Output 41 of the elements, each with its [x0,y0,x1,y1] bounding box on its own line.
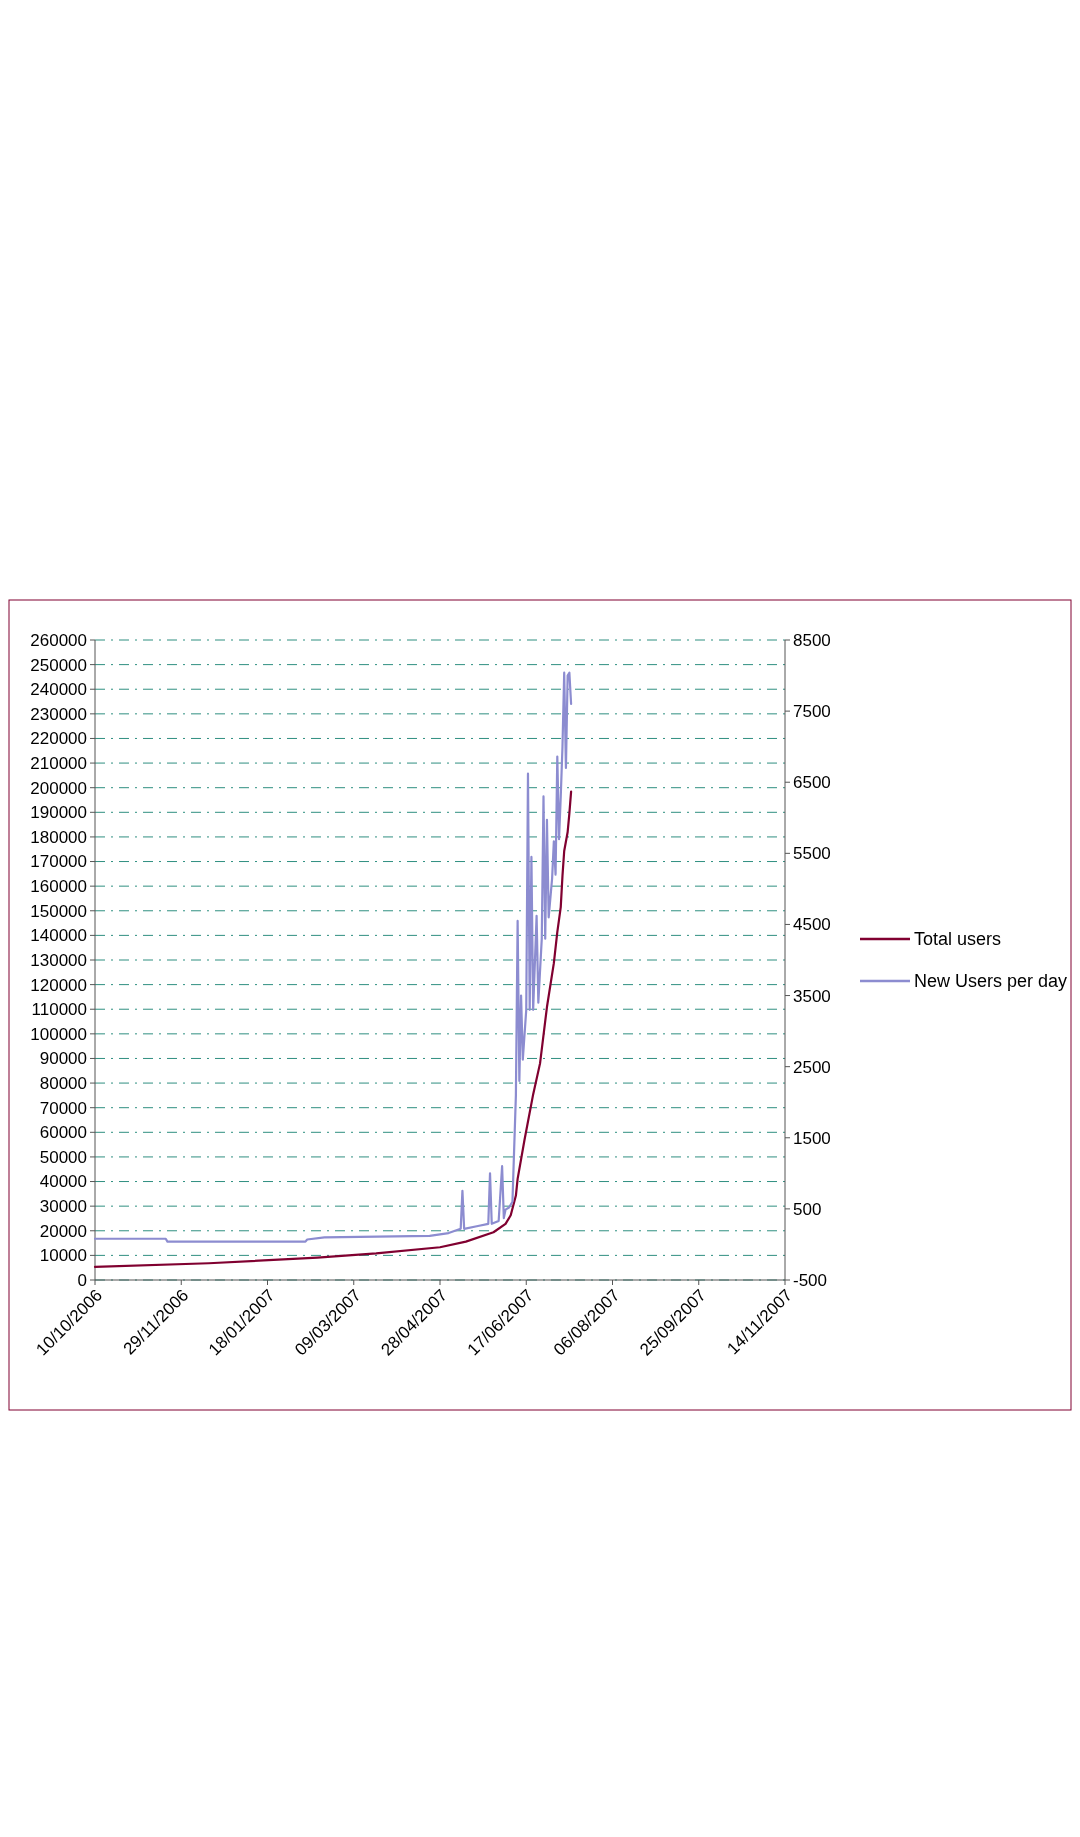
y2-tick-label: 500 [793,1199,822,1219]
y2-tick-label: 2500 [793,1057,831,1077]
y-tick-label: 150000 [30,901,87,921]
legend-label: Total users [914,929,1002,950]
y-tick-label: 200000 [30,778,87,798]
y2-tick-label: 3500 [793,986,831,1006]
line-series [93,790,573,1269]
y-tick-label: 20000 [39,1221,87,1241]
y-tick-label: 120000 [30,975,87,995]
y-tick-label: 180000 [30,827,87,847]
y-tick-label: 170000 [30,852,87,872]
y-tick-label: 50000 [39,1147,87,1167]
y-tick-label: 10000 [39,1246,87,1266]
y-tick-label: 30000 [39,1197,87,1217]
y2-tick-label: 6500 [793,773,831,793]
y-tick-label: 250000 [30,655,87,675]
y-tick-label: 80000 [39,1074,87,1094]
y-tick-label: 260000 [30,630,87,650]
y-tick-label: 240000 [30,680,87,700]
y-tick-label: 130000 [30,950,87,970]
y-tick-label: 190000 [30,803,87,823]
y2-tick-label: 5500 [793,844,831,864]
y-tick-label: 140000 [30,926,87,946]
y-tick-label: 110000 [31,1000,87,1020]
y-tick-label: 220000 [30,729,87,749]
y-tick-label: 0 [77,1270,87,1290]
line-series [93,671,573,1243]
y2-tick-label: 1500 [793,1128,831,1148]
y2-tick-label: -500 [793,1270,828,1290]
y2-tick-label: 8500 [793,630,831,650]
legend-label: New Users per day [914,971,1068,992]
y-tick-label: 60000 [39,1123,87,1143]
y2-tick-label: 7500 [793,702,831,722]
y-tick-label: 70000 [39,1098,87,1118]
y-tick-label: 40000 [39,1172,87,1192]
y-tick-label: 160000 [30,877,87,897]
y-tick-label: 230000 [30,704,87,724]
y-tick-label: 100000 [30,1024,87,1044]
y2-tick-label: 4500 [793,915,831,935]
y-tick-label: 210000 [30,754,87,774]
y-tick-label: 90000 [39,1049,87,1069]
